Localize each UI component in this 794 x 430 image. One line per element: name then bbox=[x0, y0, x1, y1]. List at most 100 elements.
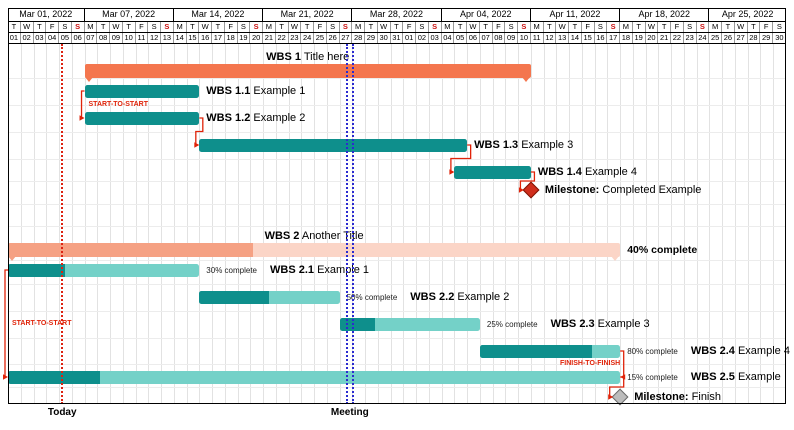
link-label-start-to-start: START-TO-START bbox=[12, 319, 72, 327]
milestone-label-ms2: Milestone: Finish bbox=[634, 390, 721, 404]
day-number: 15 bbox=[187, 33, 200, 43]
day-number: 08 bbox=[493, 33, 506, 43]
marker-line-meeting bbox=[345, 44, 348, 404]
grid-vline bbox=[632, 44, 634, 404]
day-number: 15 bbox=[582, 33, 595, 43]
day-number: 04 bbox=[442, 33, 455, 43]
day-number: 20 bbox=[646, 33, 659, 43]
grid-vline bbox=[441, 44, 443, 404]
weekday-letter: F bbox=[493, 22, 506, 32]
weekday-letter: S bbox=[59, 22, 72, 32]
weekday-letter: T bbox=[658, 22, 671, 32]
task-progress-label: 50% complete bbox=[346, 292, 398, 302]
day-number: 01 bbox=[403, 33, 416, 43]
day-number: 21 bbox=[263, 33, 276, 43]
task-label-text: WBS 2.1 Example 1 bbox=[270, 264, 369, 276]
day-number: 13 bbox=[556, 33, 569, 43]
grid-hline bbox=[8, 387, 786, 388]
task-label-text: WBS 2.4 Example 4 bbox=[691, 345, 790, 357]
week-label: Apr 25, 2022 bbox=[721, 9, 774, 19]
task-label-text: WBS 2.2 Example 2 bbox=[410, 291, 509, 303]
day-number: 29 bbox=[760, 33, 773, 43]
weekday-letter: W bbox=[735, 22, 748, 32]
task-label-bold: WBS 2.1 bbox=[270, 264, 315, 276]
weekday-letter: T bbox=[34, 22, 47, 32]
grid-hline bbox=[8, 203, 786, 205]
grid-vline bbox=[288, 44, 290, 404]
weekday-letter: F bbox=[46, 22, 59, 32]
grid-vline bbox=[530, 44, 532, 404]
day-number: 24 bbox=[697, 33, 710, 43]
task-progress-fill bbox=[339, 317, 375, 331]
day-number: 21 bbox=[658, 33, 671, 43]
weekday-letter: M bbox=[352, 22, 365, 32]
weekday-letter: T bbox=[722, 22, 735, 32]
grid-vline bbox=[122, 44, 124, 404]
day-number: 08 bbox=[97, 33, 110, 43]
task-label-rest: Example 1 bbox=[314, 264, 370, 276]
week-label: Apr 18, 2022 bbox=[620, 8, 710, 21]
day-number: 23 bbox=[684, 33, 697, 43]
task-bar-t23 bbox=[339, 317, 480, 331]
task-label-text: WBS 1.3 Example 3 bbox=[474, 139, 573, 151]
day-number: 14 bbox=[174, 33, 187, 43]
grid-hline bbox=[8, 226, 786, 227]
task-label-rest: Example bbox=[734, 371, 781, 383]
grid-vline bbox=[161, 44, 163, 404]
week-label: Mar 28, 2022 bbox=[352, 8, 442, 21]
grid-vline bbox=[556, 44, 558, 404]
day-number: 23 bbox=[289, 33, 302, 43]
weekday-letter: S bbox=[148, 22, 161, 32]
day-number: 12 bbox=[148, 33, 161, 43]
weekday-letter: T bbox=[633, 22, 646, 32]
calendar-daynumber-row: 01 02 03 04 05 06 07 08 09 10 11 12 13 14 15 16 17 18 19 20… bbox=[8, 33, 786, 44]
task-label-bold: WBS 1.1 bbox=[206, 85, 251, 97]
grid-vline bbox=[747, 44, 749, 404]
week-label: Mar 14, 2022 bbox=[174, 8, 264, 21]
weekday-letter: T bbox=[748, 22, 761, 32]
week-label: Apr 11, 2022 bbox=[531, 8, 621, 21]
task-bar-t22 bbox=[199, 290, 340, 304]
milestone-label-bold: Milestone: bbox=[544, 184, 600, 196]
grid-vline bbox=[326, 44, 328, 404]
weekday-letter: T bbox=[569, 22, 582, 32]
task-label-text: WBS 2.5 Example bbox=[691, 371, 781, 383]
weekday-letter: F bbox=[403, 22, 416, 32]
day-number: 18 bbox=[620, 33, 633, 43]
day-number: 28 bbox=[748, 33, 761, 43]
weekday-letter: F bbox=[582, 22, 595, 32]
weekday-letter: S bbox=[429, 22, 442, 32]
grid-hline bbox=[8, 158, 786, 160]
grid-vline bbox=[365, 44, 367, 404]
day-number: 06 bbox=[467, 33, 480, 43]
group-end-cap-right bbox=[611, 256, 620, 261]
grid-hline bbox=[8, 181, 786, 182]
task-bar-t12 bbox=[84, 111, 200, 125]
task-label-rest: Example 3 bbox=[518, 139, 574, 151]
day-number: 02 bbox=[416, 33, 429, 43]
group-progress-label: 40% complete bbox=[627, 244, 698, 256]
day-number: 10 bbox=[518, 33, 531, 43]
weekday-letter: S bbox=[518, 22, 531, 32]
week-label: Mar 07, 2022 bbox=[85, 8, 174, 21]
week-label: Apr 04, 2022 bbox=[442, 8, 531, 21]
day-number: 07 bbox=[85, 33, 98, 43]
weekday-letter: M bbox=[442, 22, 455, 32]
grid-vline bbox=[594, 44, 596, 404]
task-label-bold: WBS 1.3 bbox=[474, 139, 519, 151]
day-number: 05 bbox=[454, 33, 467, 43]
weekday-letter: T bbox=[391, 22, 404, 32]
day-number: 17 bbox=[607, 33, 620, 43]
weekday-letter: S bbox=[238, 22, 251, 32]
grid-vline bbox=[275, 44, 277, 404]
task-bar-t14 bbox=[454, 165, 531, 179]
milestone-label-text: Milestone: Finish bbox=[634, 391, 721, 403]
task-label-rest: Example 2 bbox=[250, 112, 306, 124]
day-number: 31 bbox=[391, 33, 404, 43]
weekday-letter: W bbox=[21, 22, 34, 32]
group-label-g1: WBS 1 Title here bbox=[158, 50, 458, 64]
day-number: 27 bbox=[735, 33, 748, 43]
task-label-rest: Example 3 bbox=[594, 318, 650, 330]
day-number: 03 bbox=[429, 33, 442, 43]
